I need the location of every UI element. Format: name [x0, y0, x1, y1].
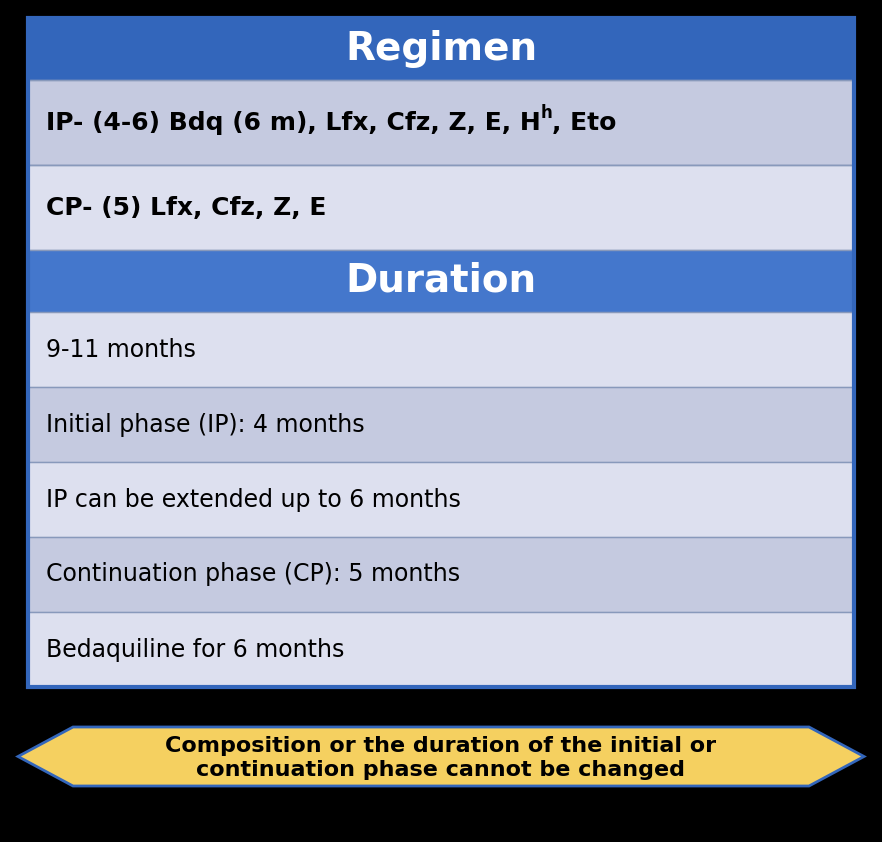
Bar — [28, 250, 854, 312]
Text: Composition or the duration of the initial or: Composition or the duration of the initi… — [166, 736, 716, 755]
Bar — [28, 462, 854, 537]
Bar — [28, 18, 854, 80]
Text: Continuation phase (CP): 5 months: Continuation phase (CP): 5 months — [46, 562, 460, 587]
Bar — [28, 165, 854, 250]
Text: Regimen: Regimen — [345, 30, 537, 68]
Text: continuation phase cannot be changed: continuation phase cannot be changed — [197, 760, 685, 781]
Text: Bedaquiline for 6 months: Bedaquiline for 6 months — [46, 637, 344, 662]
Text: h: h — [541, 104, 552, 121]
Bar — [28, 387, 854, 462]
Text: Initial phase (IP): 4 months: Initial phase (IP): 4 months — [46, 413, 364, 436]
Bar — [28, 80, 854, 165]
Text: 9-11 months: 9-11 months — [46, 338, 196, 361]
Text: IP can be extended up to 6 months: IP can be extended up to 6 months — [46, 488, 461, 511]
Bar — [28, 612, 854, 687]
Bar — [28, 537, 854, 612]
Text: CP- (5) Lfx, Cfz, Z, E: CP- (5) Lfx, Cfz, Z, E — [46, 195, 326, 220]
Text: , Eto: , Eto — [552, 110, 617, 135]
Text: Duration: Duration — [346, 262, 536, 300]
Bar — [28, 312, 854, 387]
Text: IP- (4-6) Bdq (6 m), Lfx, Cfz, Z, E, H: IP- (4-6) Bdq (6 m), Lfx, Cfz, Z, E, H — [46, 110, 541, 135]
Polygon shape — [18, 727, 864, 786]
Bar — [28, 18, 854, 687]
